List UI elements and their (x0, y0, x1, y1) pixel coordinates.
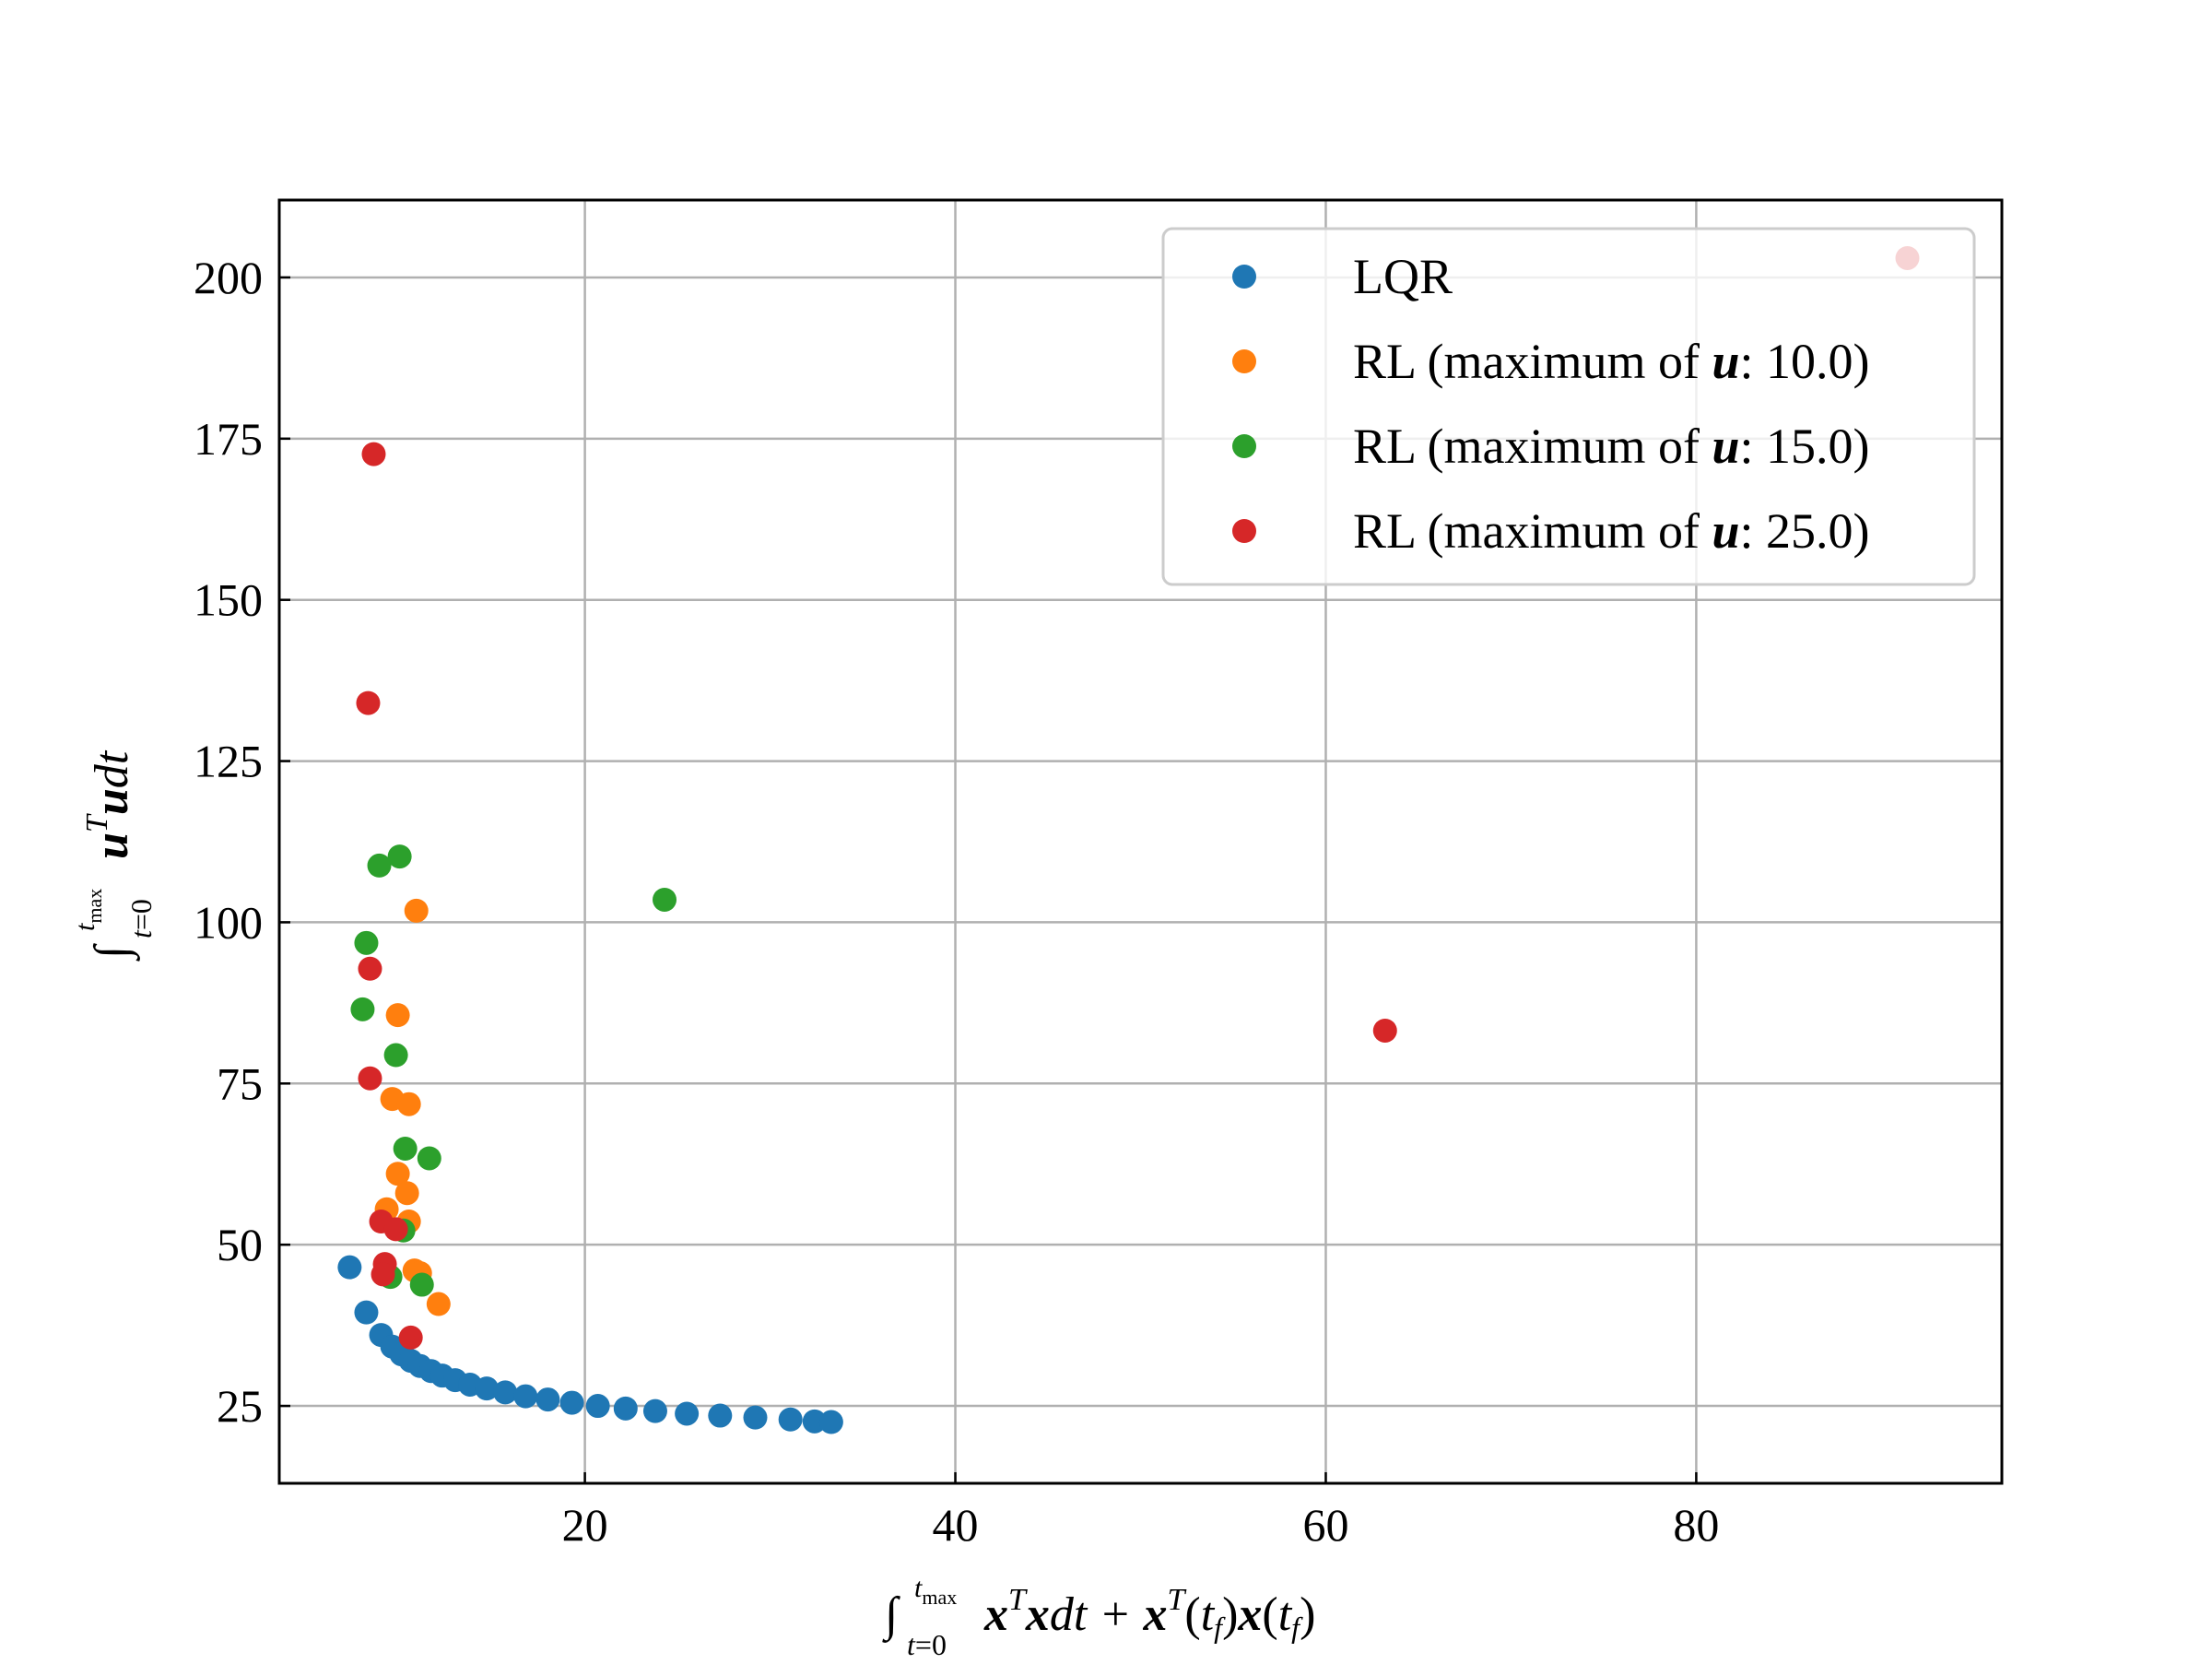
data-point (404, 898, 429, 923)
data-point (417, 1146, 441, 1171)
svg-text:xTxdt + xT(tf)x(tf): xTxdt + xT(tf)x(tf) (983, 1583, 1315, 1644)
legend-label: RL (maximum of u: 10.0) (1353, 334, 1870, 389)
data-point (358, 956, 382, 981)
y-tick-label: 25 (217, 1380, 263, 1432)
y-tick-label: 125 (194, 736, 263, 787)
data-points (337, 245, 1920, 1434)
data-point (513, 1384, 538, 1409)
y-axis-label: ∫ tmax t=0 uTudt (70, 749, 158, 962)
legend-marker (1232, 349, 1256, 373)
legend-label: RL (maximum of u: 15.0) (1353, 419, 1870, 474)
data-point (585, 1394, 610, 1419)
x-tick-label: 80 (1673, 1499, 1719, 1551)
data-point (350, 997, 375, 1021)
svg-text:tmax: tmax (914, 1573, 957, 1609)
x-axis-label: ∫ tmax t=0 xTxdt + xT(tf)x(tf) (882, 1573, 1315, 1661)
svg-text:∫: ∫ (86, 943, 140, 962)
data-point (367, 853, 392, 878)
y-tick-label: 50 (217, 1219, 263, 1270)
data-point (818, 1410, 843, 1434)
data-point (358, 1066, 382, 1091)
legend-label: RL (maximum of u: 25.0) (1353, 503, 1870, 559)
data-point (385, 1162, 410, 1186)
data-point (398, 1325, 423, 1350)
series-1 (374, 898, 451, 1316)
y-tick-label: 150 (194, 574, 263, 626)
svg-text:∫: ∫ (882, 1588, 900, 1643)
data-point (1372, 1018, 1397, 1043)
x-tick-label: 60 (1302, 1499, 1348, 1551)
x-tick-label: 20 (562, 1499, 608, 1551)
axis-ticks: 20 40 60 80 25 50 75 100 125 150 175 200 (194, 252, 1719, 1551)
legend-marker (1232, 519, 1256, 543)
data-point (393, 1136, 418, 1161)
data-point (337, 1255, 362, 1280)
data-point (613, 1396, 638, 1421)
data-point (354, 1300, 379, 1325)
plot-frame (277, 198, 2004, 1485)
svg-text:t=0: t=0 (907, 1628, 947, 1659)
legend-marker (1232, 265, 1256, 289)
data-point (743, 1405, 768, 1430)
data-point (559, 1390, 584, 1415)
data-point (708, 1403, 733, 1428)
legend-marker (1232, 434, 1256, 458)
series-0 (337, 1255, 843, 1434)
y-tick-label: 100 (194, 896, 263, 948)
data-point (383, 1217, 408, 1242)
y-tick-label: 175 (194, 413, 263, 465)
x-tick-label: 40 (933, 1499, 979, 1551)
data-point (371, 1262, 395, 1287)
data-point (426, 1292, 451, 1316)
data-point (409, 1272, 434, 1297)
legend: LQR RL (maximum of u: 10.0) RL (maximum of… (1161, 227, 1976, 586)
data-point (354, 930, 379, 955)
data-point (361, 442, 386, 466)
svg-text:tmax: tmax (70, 889, 106, 931)
data-point (653, 887, 677, 912)
svg-text:t=0: t=0 (124, 899, 158, 938)
data-point (383, 1043, 408, 1068)
data-point (385, 1003, 410, 1028)
legend-label: LQR (1353, 249, 1453, 304)
y-tick-label: 200 (194, 252, 263, 303)
data-point (535, 1387, 560, 1412)
data-point (475, 1376, 500, 1401)
data-point (778, 1407, 803, 1432)
svg-text:uTudt: uTudt (80, 749, 138, 859)
legend-box (1161, 227, 1976, 586)
data-point (356, 690, 381, 715)
y-tick-label: 75 (217, 1057, 263, 1109)
data-point (394, 1181, 419, 1206)
data-point (387, 844, 412, 869)
data-point (675, 1401, 700, 1426)
data-point (396, 1092, 421, 1116)
data-point (493, 1380, 518, 1405)
data-point (642, 1398, 667, 1423)
